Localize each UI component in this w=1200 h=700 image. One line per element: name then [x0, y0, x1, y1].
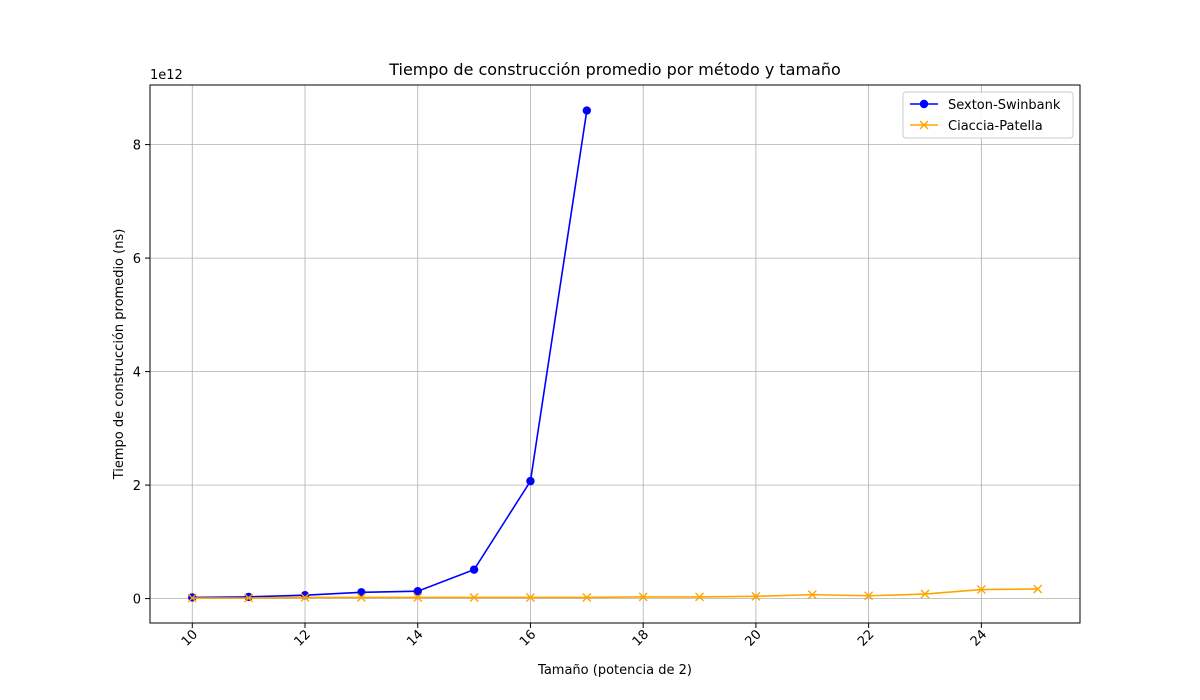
x-tick-label: 10 [179, 627, 201, 649]
data-point [920, 589, 930, 599]
x-tick-label: 14 [404, 627, 426, 649]
legend-box [902, 91, 1074, 139]
data-point [807, 590, 817, 600]
x-tick-label: 20 [742, 627, 764, 649]
chart-title: Tiempo de construcción promedio por méto… [388, 60, 841, 79]
data-point [751, 591, 761, 601]
grid [150, 85, 1080, 623]
legend-item: Ciaccia-Patella [910, 119, 1043, 134]
data-point [525, 592, 535, 602]
data-point [187, 593, 197, 603]
data-point [582, 106, 592, 115]
data-point [356, 592, 366, 602]
series-layer [187, 106, 1043, 603]
series-line [192, 588, 1038, 599]
x-tick-label: 16 [517, 627, 539, 649]
y-tick-label: 4 [133, 366, 141, 381]
data-point [413, 592, 423, 602]
data-point [582, 592, 592, 602]
plot-frame [149, 84, 1081, 624]
data-point [695, 592, 705, 602]
legend-marker [919, 99, 929, 109]
y-tick-label: 8 [133, 139, 141, 154]
legend-marker [919, 120, 929, 130]
x-axis-label: Tamaño (potencia de 2) [537, 663, 692, 678]
y-tick-label: 6 [133, 252, 141, 267]
data-point [244, 593, 254, 603]
y-tick-label: 0 [133, 593, 141, 608]
series-line [192, 110, 588, 599]
data-point [469, 565, 479, 574]
data-point [244, 592, 253, 602]
data-point [1033, 584, 1043, 594]
legend-label: Sexton-Swinbank [948, 98, 1061, 113]
y-tick-label: 2 [133, 479, 141, 494]
x-tick-label: 12 [292, 627, 314, 649]
legend-label: Ciaccia-Patella [948, 119, 1043, 134]
data-point [469, 592, 479, 602]
y-axis-label: Tiempo de construcción promedio (ns) [112, 229, 127, 481]
data-point [976, 585, 986, 595]
x-tick-label: 24 [968, 627, 990, 649]
data-point [864, 591, 874, 601]
x-tick-label: 18 [630, 627, 652, 649]
y-offset-label: 1e12 [150, 68, 183, 83]
data-point [526, 476, 535, 486]
data-point [300, 592, 310, 602]
legend: Sexton-Swinbank Ciaccia-Patella [902, 91, 1074, 139]
data-point [638, 592, 648, 602]
x-tick-label: 22 [855, 627, 877, 649]
data-point [413, 587, 422, 596]
legend-item: Sexton-Swinbank [910, 98, 1061, 113]
